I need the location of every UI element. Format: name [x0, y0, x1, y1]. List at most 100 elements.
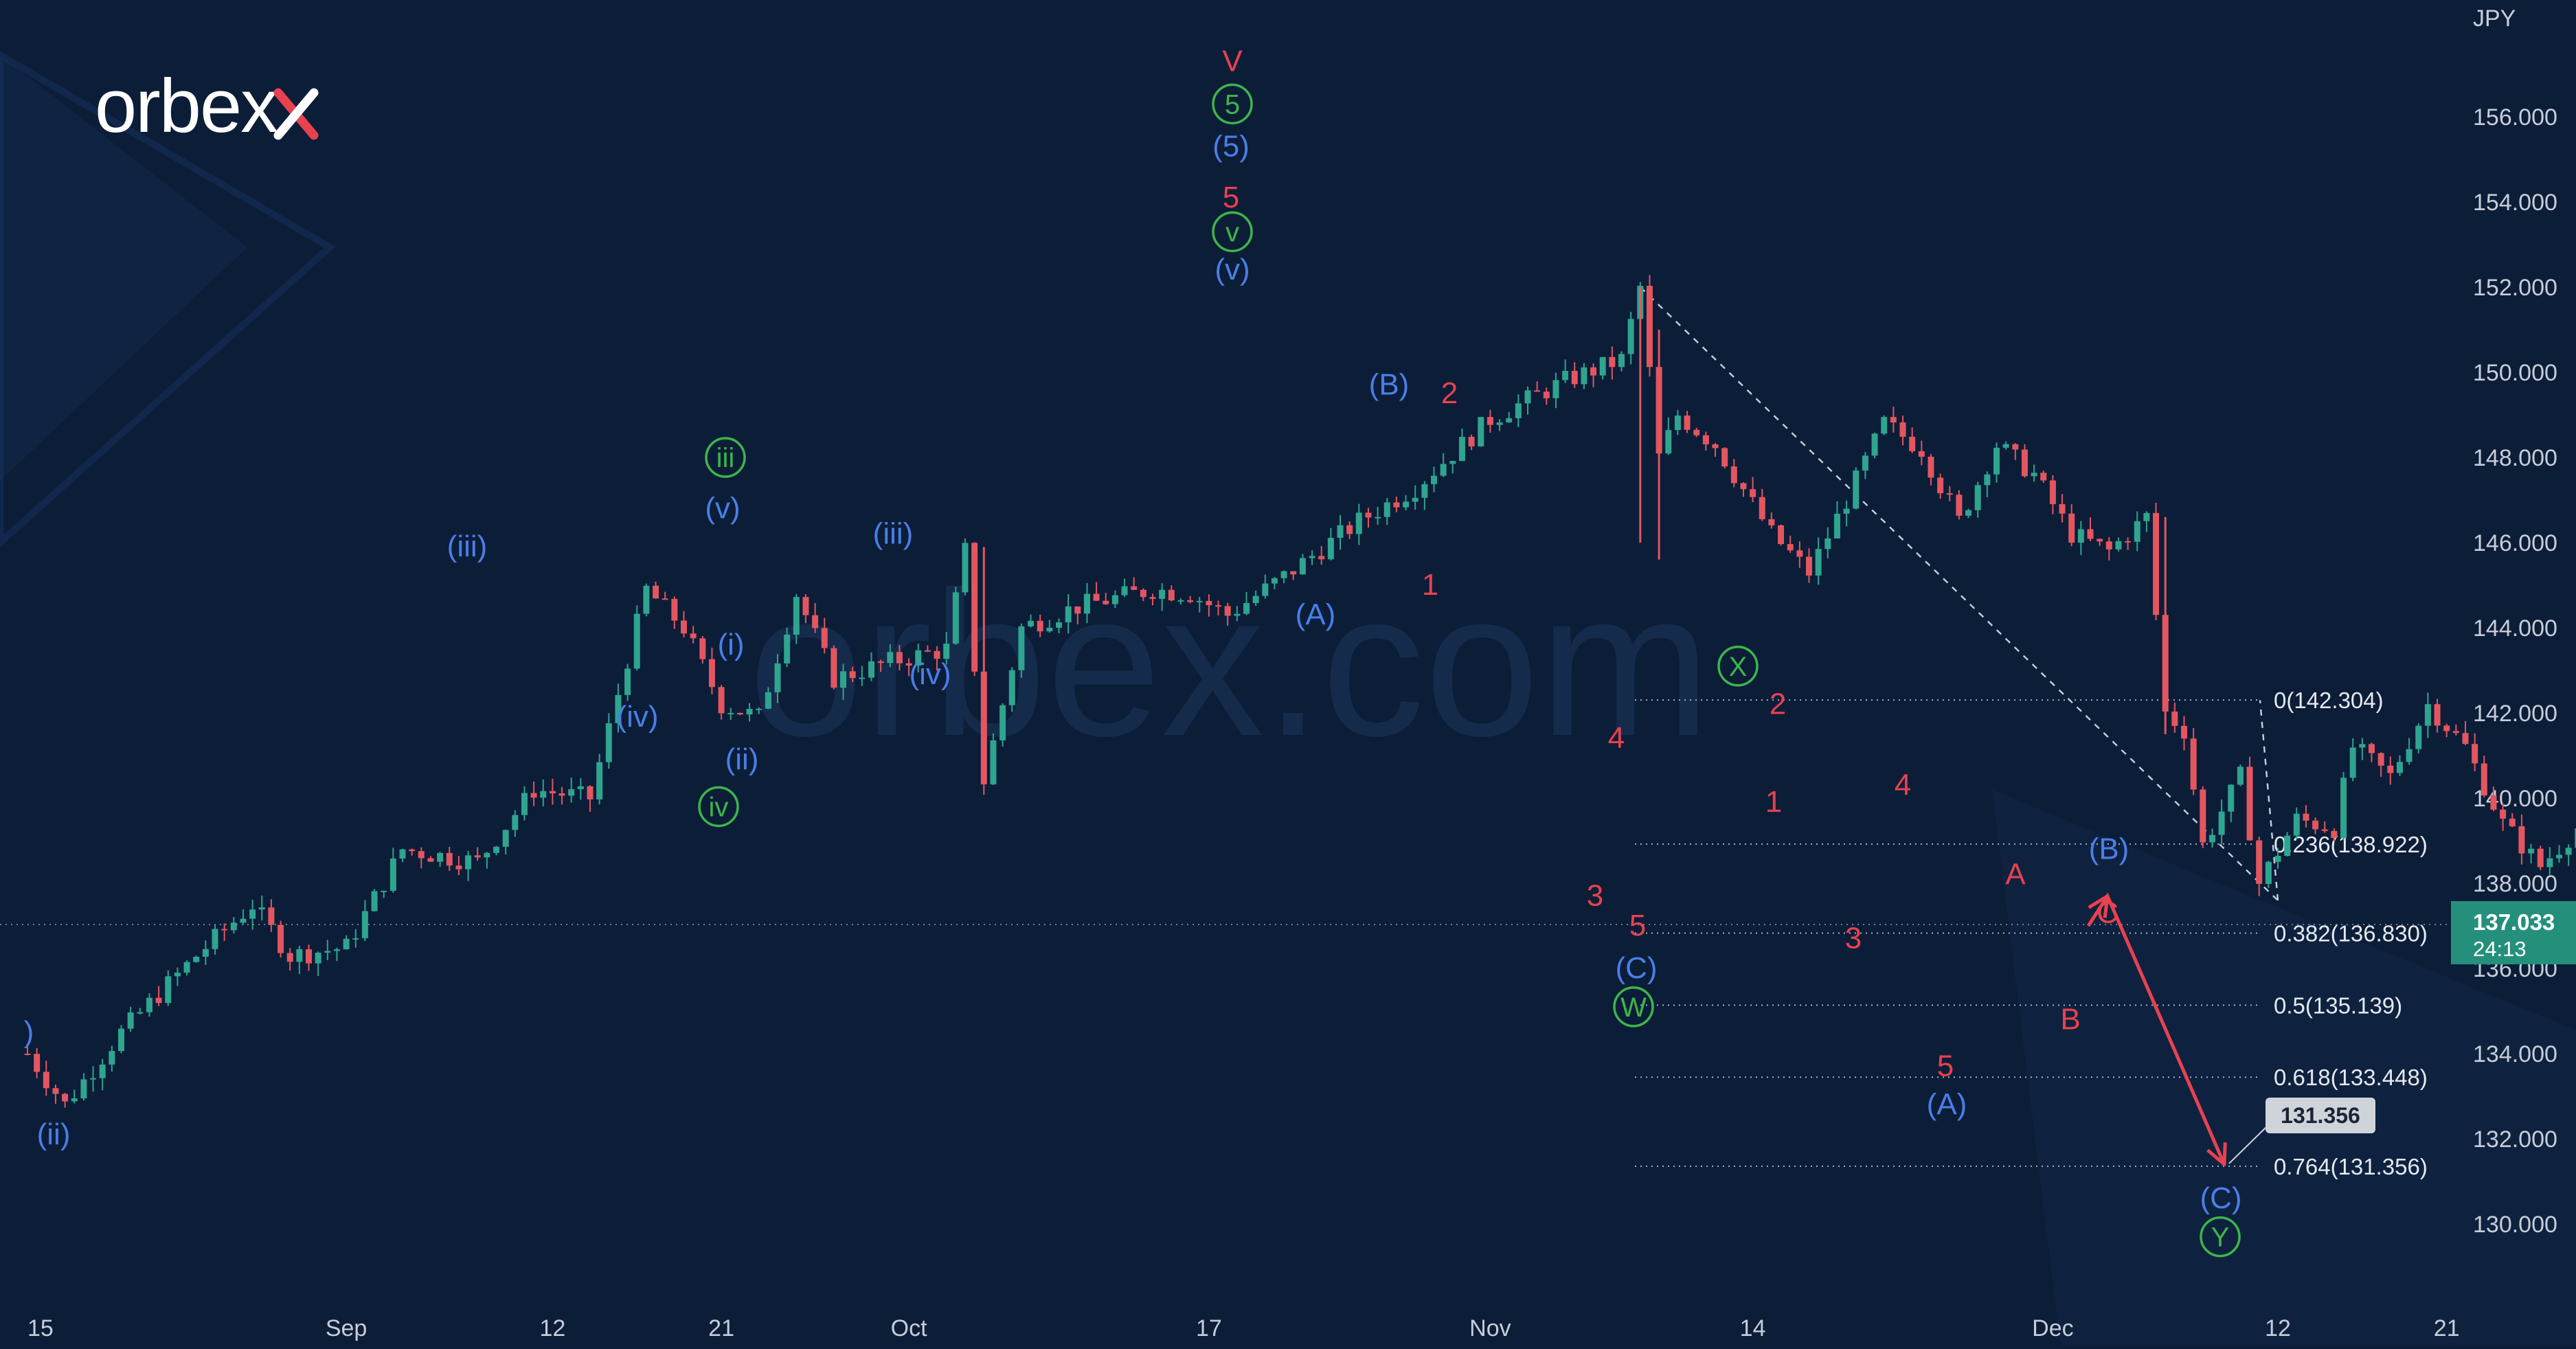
currency-label: JPY	[2473, 5, 2516, 32]
candle-body	[2209, 835, 2215, 843]
candle-body	[1037, 621, 1043, 631]
y-tick-label: 144.000	[2473, 615, 2557, 642]
candle-body	[1853, 471, 1859, 508]
candle-body	[1018, 626, 1024, 670]
candle-body	[709, 659, 715, 688]
candle-body	[193, 957, 199, 962]
candle-body	[587, 786, 594, 800]
candle-body	[1150, 597, 1156, 599]
wave-label: 1	[1422, 568, 1438, 602]
candle-body	[596, 762, 602, 800]
candle-body	[2003, 444, 2009, 448]
candle-body	[296, 949, 302, 962]
candle-body	[324, 951, 330, 953]
candle-body	[43, 1072, 49, 1089]
candle-body	[1094, 594, 1100, 601]
candle-body	[362, 911, 368, 938]
candle-body	[953, 592, 959, 644]
candle-body	[2566, 848, 2572, 854]
candle-body	[2463, 733, 2469, 744]
wave-label: (ii)	[37, 1118, 71, 1151]
y-tick-label: 134.000	[2473, 1041, 2557, 1067]
candle-body	[184, 962, 190, 973]
wave-label: 5	[1629, 909, 1646, 942]
candle-body	[1009, 670, 1015, 705]
wave-label: (C)	[2200, 1181, 2241, 1215]
candle-body	[1947, 493, 1953, 495]
wave-label: 1	[1765, 785, 1782, 819]
candle-body	[784, 635, 790, 664]
candle-body	[878, 661, 884, 663]
candle-body	[1449, 461, 1456, 464]
candle-body	[887, 652, 893, 663]
candle-body	[268, 907, 274, 925]
price-axis: JPY156.000154.000152.000150.000148.00014…	[2473, 5, 2557, 1238]
wave-label: (iii)	[873, 517, 914, 551]
candle-body	[2303, 814, 2309, 821]
candle-body	[2415, 726, 2421, 749]
candle-body	[137, 1012, 143, 1014]
candle-body	[1177, 600, 1184, 602]
candle-body	[2322, 829, 2328, 830]
candle-body	[2340, 778, 2347, 838]
circled-wave-label: iv	[709, 792, 729, 822]
candle-body	[1544, 392, 1550, 398]
candle-body	[1759, 497, 1765, 519]
candle-body	[2247, 767, 2253, 840]
y-tick-label: 142.000	[2473, 701, 2557, 727]
candle-body	[1074, 607, 1081, 613]
candle-body	[52, 1088, 58, 1093]
candle-body	[1440, 464, 1447, 475]
candle-body	[475, 855, 481, 857]
candle-body	[372, 891, 378, 911]
candle-body	[231, 922, 237, 930]
candle-body	[578, 786, 584, 789]
candle-body	[1506, 418, 1512, 422]
candle-body	[1515, 403, 1522, 418]
watermark-text: orbex.com	[749, 548, 1711, 779]
candle-body	[1225, 606, 1231, 615]
candle-body	[90, 1078, 96, 1080]
candle-body	[2078, 529, 2084, 543]
circled-wave-label: W	[1620, 993, 1647, 1023]
x-tick-label: Dec	[2032, 1315, 2073, 1341]
candle-body	[1740, 483, 1746, 489]
wave-label: (5)	[1212, 129, 1250, 163]
candle-body	[400, 850, 406, 859]
candle-body	[2518, 826, 2524, 854]
wave-label: )	[24, 1015, 34, 1049]
candle-body	[2434, 704, 2441, 725]
candle-body	[1778, 525, 1784, 544]
candle-body	[1469, 437, 1475, 446]
candle-body	[1215, 605, 1221, 607]
candle-body	[943, 644, 949, 659]
candle-body	[427, 858, 433, 861]
candle-body	[1693, 430, 1699, 435]
candle-body	[437, 853, 443, 862]
candle-body	[2556, 854, 2562, 858]
candle-body	[1600, 357, 1606, 376]
wave-label: 2	[1770, 688, 1786, 721]
x-tick-label: 15	[27, 1315, 54, 1341]
candle-body	[2546, 859, 2553, 868]
wave-label: C	[2097, 896, 2119, 929]
candle-body	[962, 543, 969, 592]
candle-body	[249, 909, 256, 918]
candle-body	[259, 907, 265, 909]
candle-body	[62, 1094, 68, 1102]
candle-body	[1028, 621, 1034, 626]
wave-label: 4	[1895, 768, 1911, 802]
trend-line-down	[1640, 287, 2278, 900]
candle-body	[1084, 594, 1090, 614]
candle-body	[1975, 485, 1981, 510]
circled-wave-label: v	[1225, 217, 1239, 247]
x-tick-label: Nov	[1469, 1315, 1511, 1341]
wave-label: 2	[1441, 376, 1458, 410]
y-tick-label: 156.000	[2473, 104, 2557, 131]
wave-label: (iv)	[616, 700, 658, 734]
candle-body	[2237, 767, 2244, 784]
y-tick-label: 150.000	[2473, 360, 2557, 386]
candle-body	[1131, 587, 1137, 590]
candle-body	[2012, 444, 2018, 450]
